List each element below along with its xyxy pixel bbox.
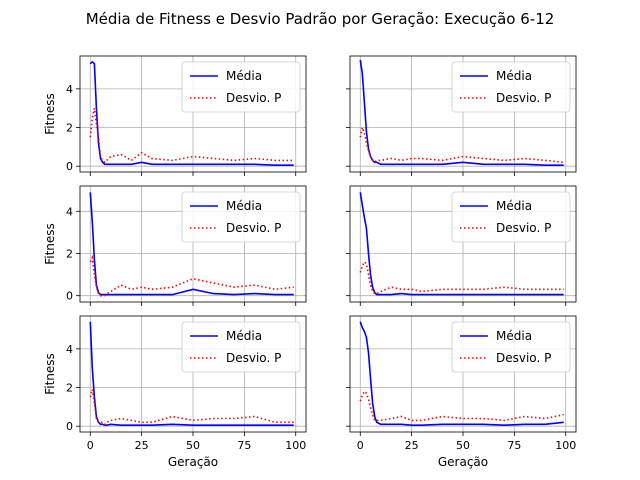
legend-label-media: Média [496,199,532,213]
y-tick-label: 4 [66,343,73,356]
x-tick-label: 0 [87,439,94,452]
legend-box [181,61,301,113]
panels: 0 2 4 Fitness Média Desvio. P Média Desvio. P 0 2… [43,55,577,469]
panel-row2-col1: 0 2 4 Fitness Média Desvio. P [43,185,307,306]
legend-box [451,321,571,373]
legend: Média Desvio. P [181,191,301,243]
legend: Média Desvio. P [451,191,571,243]
y-tick-label: 4 [66,205,73,218]
legend-label-desvio: Desvio. P [226,91,281,105]
legend-label-media: Média [496,329,532,343]
legend-box [181,321,301,373]
x-tick-label: 100 [285,439,306,452]
legend: Média Desvio. P [181,61,301,113]
figure-title: Média de Fitness e Desvio Padrão por Ger… [86,10,555,28]
panel-row1-col2: Média Desvio. P [346,55,577,176]
panel-row1-col1: 0 2 4 Fitness Média Desvio. P [43,55,307,176]
series-desvio-line [89,108,294,164]
y-tick-label: 4 [66,83,73,96]
x-tick-label: 100 [555,439,576,452]
legend-label-media: Média [496,69,532,83]
legend-label-desvio: Desvio. P [496,91,551,105]
y-axis-label: Fitness [43,223,57,265]
series-media-line [359,321,564,427]
series-desvio-line [89,254,294,297]
series-desvio-line [359,260,564,295]
x-tick-label: 75 [507,439,521,452]
x-tick-label: 25 [135,439,149,452]
x-tick-label: 25 [405,439,419,452]
legend-box [181,191,301,243]
series-media-line [89,321,294,427]
legend-label-desvio: Desvio. P [496,221,551,235]
legend-label-desvio: Desvio. P [226,351,281,365]
series-media-line [89,192,294,296]
legend-label-media: Média [226,199,262,213]
x-axis-label: Geração [438,455,488,469]
y-tick-label: 2 [66,247,73,260]
x-tick-label: 50 [456,439,470,452]
y-tick-label: 0 [66,160,73,173]
series-desvio-line [89,389,294,426]
x-tick-label: 50 [186,439,200,452]
legend-box [451,191,571,243]
series-media-line [359,59,564,166]
y-axis-label: Fitness [43,93,57,135]
x-tick-label: 0 [357,439,364,452]
series-media-line [89,60,294,166]
legend: Média Desvio. P [451,321,571,373]
series-desvio-line [359,390,564,422]
legend-label-media: Média [226,329,262,343]
panel-row3-col2: 0 25 50 75 100 Geração Média Desvio. P [346,315,577,469]
panel-row3-col1: 0 25 50 75 100 0 2 4 Fitness Geração Média Desvio. … [43,315,307,469]
x-tick-label: 75 [237,439,251,452]
x-axis-label: Geração [168,455,218,469]
panel-row2-col2: Média Desvio. P [346,185,577,306]
y-axis-label: Fitness [43,353,57,395]
legend: Média Desvio. P [181,321,301,373]
legend-label-desvio: Desvio. P [226,221,281,235]
series-media-line [359,192,564,296]
legend-box [451,61,571,113]
y-tick-label: 0 [66,290,73,303]
legend: Média Desvio. P [451,61,571,113]
legend-label-media: Média [226,69,262,83]
y-tick-label: 2 [66,122,73,135]
series-desvio-line [359,124,564,164]
y-tick-label: 2 [66,382,73,395]
y-tick-label: 0 [66,420,73,433]
legend-label-desvio: Desvio. P [496,351,551,365]
